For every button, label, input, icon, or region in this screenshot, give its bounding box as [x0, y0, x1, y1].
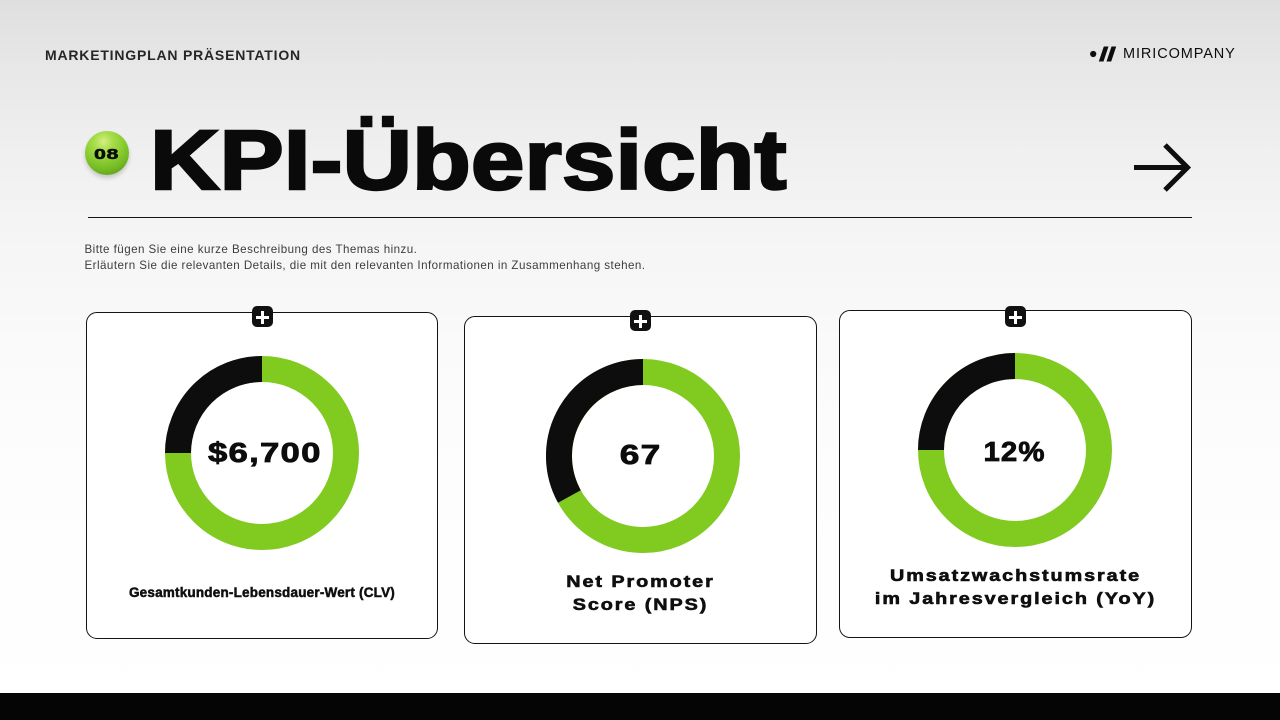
svg-text:MIRICOMPANY: MIRICOMPANY	[1123, 46, 1236, 62]
